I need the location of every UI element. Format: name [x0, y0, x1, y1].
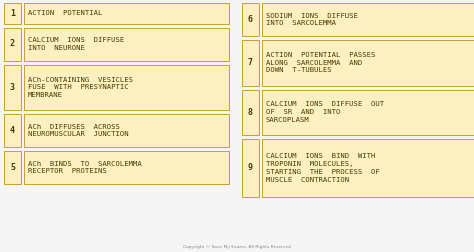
- FancyBboxPatch shape: [242, 139, 259, 197]
- FancyBboxPatch shape: [262, 3, 474, 36]
- Text: 5: 5: [10, 163, 15, 172]
- Text: 9: 9: [248, 164, 253, 173]
- FancyBboxPatch shape: [4, 65, 21, 110]
- FancyBboxPatch shape: [262, 40, 474, 85]
- Text: 6: 6: [248, 15, 253, 24]
- Text: CALCIUM  IONS  BIND  WITH
TROPONIN  MOLECULES,
STARTING  THE  PROCESS  OF
MUSCLE: CALCIUM IONS BIND WITH TROPONIN MOLECULE…: [266, 153, 380, 183]
- Text: 1: 1: [10, 9, 15, 18]
- FancyBboxPatch shape: [242, 89, 259, 135]
- Text: 2: 2: [10, 40, 15, 48]
- FancyBboxPatch shape: [4, 151, 21, 184]
- FancyBboxPatch shape: [242, 40, 259, 85]
- Text: 7: 7: [248, 58, 253, 67]
- FancyBboxPatch shape: [262, 139, 474, 197]
- Text: ACTION  POTENTIAL  PASSES
ALONG  SARCOLEMMA  AND
DOWN  T-TUBULES: ACTION POTENTIAL PASSES ALONG SARCOLEMMA…: [266, 52, 375, 74]
- Text: CALCIUM  IONS  DIFFUSE  OUT
OF  SR  AND  INTO
SARCOPLASM: CALCIUM IONS DIFFUSE OUT OF SR AND INTO …: [266, 102, 384, 123]
- FancyBboxPatch shape: [24, 65, 229, 110]
- Text: 4: 4: [10, 126, 15, 135]
- FancyBboxPatch shape: [24, 3, 229, 23]
- FancyBboxPatch shape: [242, 3, 259, 36]
- Text: ACh-CONTAINING  VESICLES
FUSE  WITH  PRESYNAPTIC
MEMBRANE: ACh-CONTAINING VESICLES FUSE WITH PRESYN…: [28, 77, 133, 98]
- FancyBboxPatch shape: [24, 114, 229, 147]
- Text: 3: 3: [10, 83, 15, 92]
- Text: ACTION  POTENTIAL: ACTION POTENTIAL: [28, 10, 102, 16]
- Text: ACh  BINDS  TO  SARCOLEMMA
RECEPTOR  PROTEINS: ACh BINDS TO SARCOLEMMA RECEPTOR PROTEIN…: [28, 161, 142, 174]
- FancyBboxPatch shape: [262, 89, 474, 135]
- FancyBboxPatch shape: [24, 151, 229, 184]
- FancyBboxPatch shape: [24, 27, 229, 60]
- Text: CALCIUM  IONS  DIFFUSE
INTO  NEURONE: CALCIUM IONS DIFFUSE INTO NEURONE: [28, 37, 124, 51]
- Text: ACh  DIFFUSES  ACROSS
NEUROMUSCULAR  JUNCTION: ACh DIFFUSES ACROSS NEUROMUSCULAR JUNCTI…: [28, 124, 128, 137]
- FancyBboxPatch shape: [4, 27, 21, 60]
- Text: Copyright © Save My Exams. All Rights Reserved: Copyright © Save My Exams. All Rights Re…: [183, 245, 291, 249]
- FancyBboxPatch shape: [4, 3, 21, 23]
- Text: SODIUM  IONS  DIFFUSE
INTO  SARCOLEMMA: SODIUM IONS DIFFUSE INTO SARCOLEMMA: [266, 13, 358, 26]
- Text: 8: 8: [248, 108, 253, 117]
- FancyBboxPatch shape: [4, 114, 21, 147]
